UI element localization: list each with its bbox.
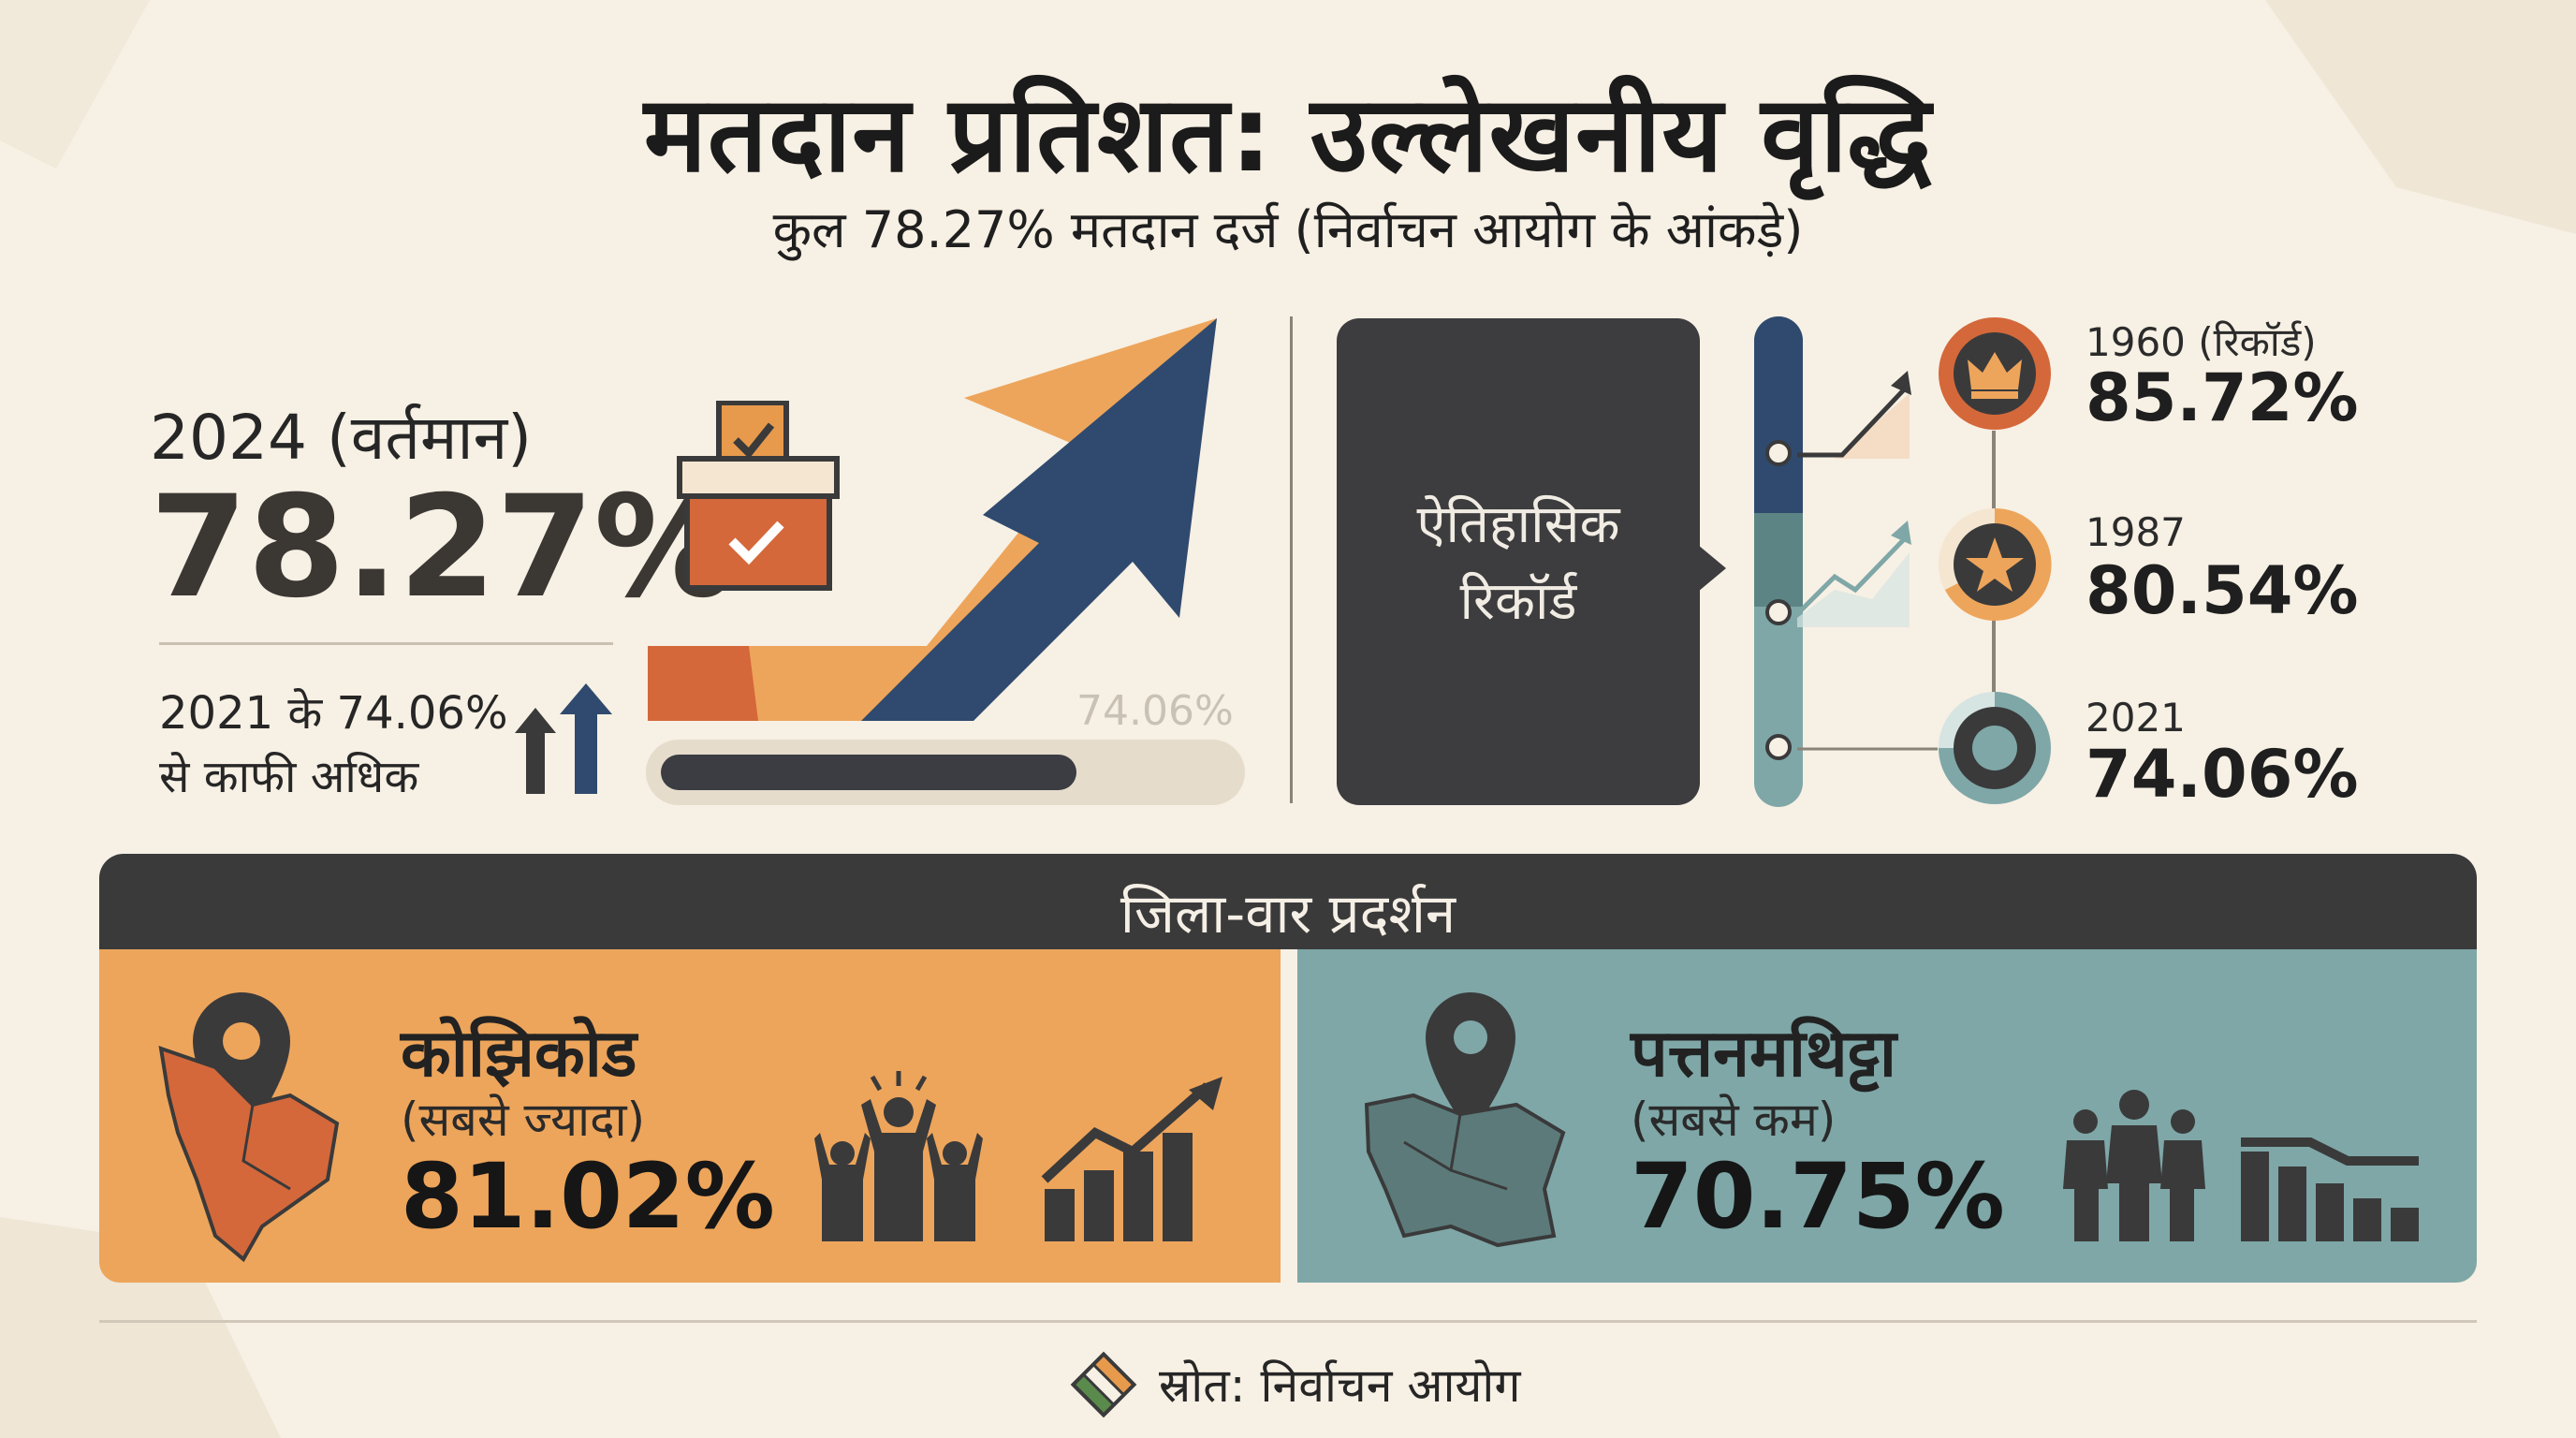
record-year-1987: 1987 bbox=[2086, 509, 2186, 555]
record-value-2021: 74.06% bbox=[2086, 736, 2359, 813]
district-note-lowest: (सबसे कम) bbox=[1631, 1093, 1837, 1147]
ring-icon bbox=[1939, 692, 2051, 804]
district-value-highest: 81.02% bbox=[401, 1144, 775, 1249]
district-header bbox=[99, 854, 2477, 949]
district-map-kozhikode bbox=[158, 1046, 340, 1263]
historical-record-box bbox=[1337, 318, 1700, 805]
timeline-connectors bbox=[1797, 371, 1938, 751]
historical-record-line2: रिकॉर्ड bbox=[1459, 571, 1577, 632]
ballot-box-icon bbox=[677, 401, 840, 591]
comparison-text-line2: से काफी अधिक bbox=[159, 751, 419, 803]
page-title: मतदान प्रतिशत: उल्लेखनीय वृद्धि bbox=[643, 74, 1933, 196]
declining-bars-icon bbox=[2241, 1137, 2419, 1241]
historical-record-label: ऐतिहासिक रिकॉर्ड bbox=[1337, 487, 1700, 640]
record-year-1960: 1960 (रिकॉर्ड) bbox=[2086, 319, 2317, 365]
people-group-icon bbox=[2063, 1090, 2205, 1241]
district-name-lowest: पत्तनमथिट्टा bbox=[1631, 1015, 1897, 1092]
election-commission-logo-icon bbox=[1070, 1351, 1137, 1418]
pointer-triangle bbox=[1698, 545, 1726, 592]
district-heading: जिला-वार प्रदर्शन bbox=[1120, 882, 1456, 946]
footer-divider bbox=[99, 1320, 2477, 1323]
map-pin-icon bbox=[1426, 992, 1515, 1135]
district-value-lowest: 70.75% bbox=[1631, 1144, 2005, 1249]
historical-record-line1: ऐतिहासिक bbox=[1416, 494, 1620, 555]
page-subtitle: कुल 78.27% मतदान दर्ज (निर्वाचन आयोग के … bbox=[772, 200, 1804, 259]
crown-icon bbox=[1939, 317, 2051, 430]
district-map-pathanamthitta bbox=[1364, 1093, 1566, 1248]
growth-arrow-graphic bbox=[648, 318, 1217, 721]
comparison-text-line1: 2021 के 74.06% bbox=[159, 687, 508, 740]
record-year-2021: 2021 bbox=[2086, 695, 2186, 741]
record-value-1987: 80.54% bbox=[2086, 552, 2359, 629]
current-turnout-value: 78.27% bbox=[150, 466, 735, 629]
record-value-1960: 85.72% bbox=[2086, 360, 2359, 436]
rising-bars-icon bbox=[1041, 1077, 1222, 1241]
star-icon bbox=[1939, 507, 2052, 621]
divider bbox=[159, 642, 613, 645]
current-year-label: 2024 (वर्तमान) bbox=[150, 402, 532, 474]
vertical-divider bbox=[1290, 316, 1293, 803]
district-note-highest: (सबसे ज्यादा) bbox=[401, 1093, 646, 1147]
progress-bar-fill bbox=[661, 755, 1076, 790]
district-name-highest: कोझिकोड bbox=[401, 1015, 637, 1092]
progress-label: 74.06% bbox=[1076, 687, 1234, 735]
source-text: स्रोत: निर्वाचन आयोग bbox=[1159, 1358, 1521, 1413]
cheering-crowd-icon bbox=[814, 1071, 983, 1241]
up-arrows-icon bbox=[515, 683, 612, 794]
timeline-bar bbox=[1754, 316, 1803, 807]
